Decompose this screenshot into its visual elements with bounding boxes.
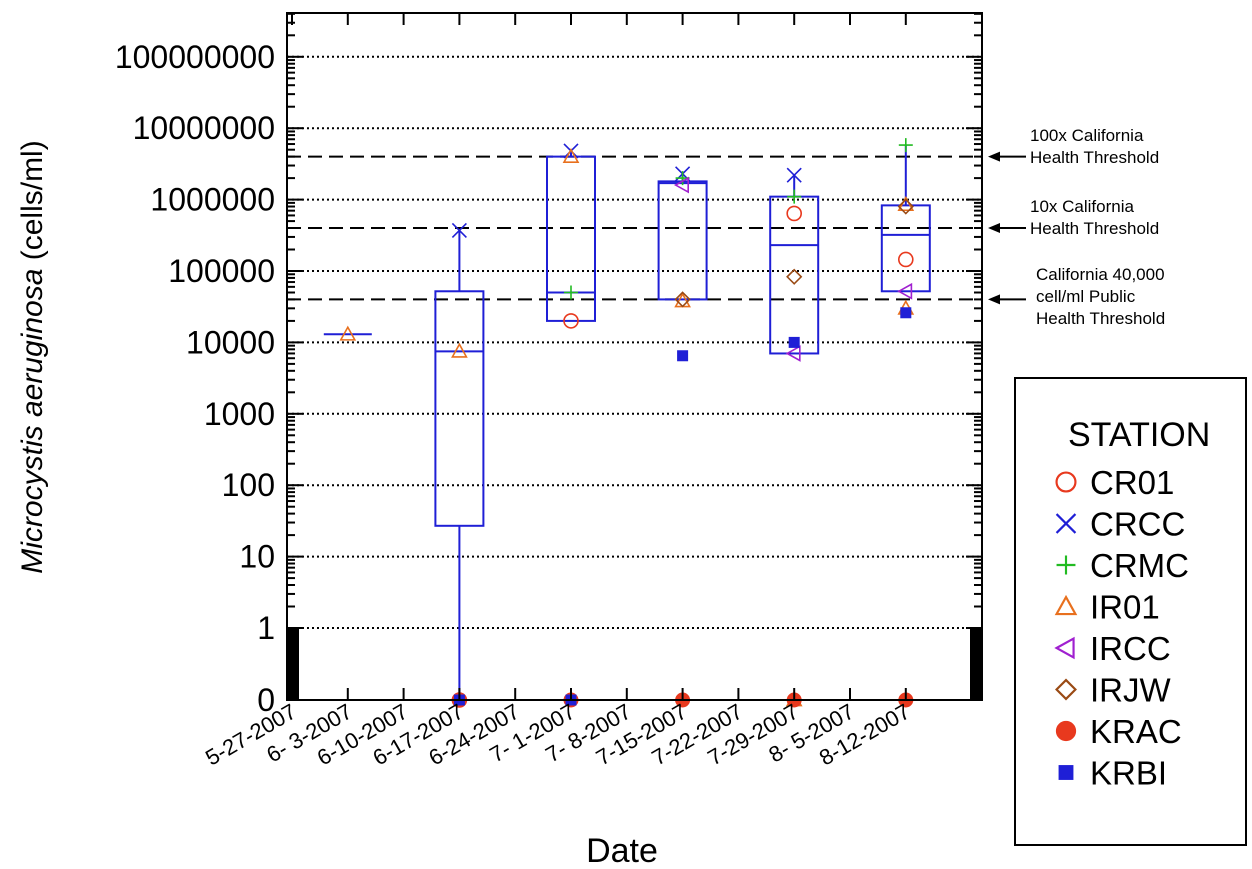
legend-label-krac: KRAC <box>1090 713 1182 750</box>
legend-marker-cr01 <box>1055 471 1077 493</box>
threshold-labels: 100x California Health Threshold 10x Calif… <box>988 126 1165 328</box>
legend: STATION CR01 CRCC CRMC IR01 IRCC IRJW KRAC KRBI <box>1014 377 1247 846</box>
legend-label-krbi: KRBI <box>1090 755 1167 792</box>
data-point-crmc <box>787 189 802 204</box>
legend-marker-krbi <box>1058 765 1074 780</box>
plot-area-frame <box>286 12 983 701</box>
y-tick-label: 1000 <box>204 396 275 432</box>
legend-label-ircc: IRCC <box>1090 630 1171 667</box>
y-axis-label: Microcystis aeruginosa (cells/ml) <box>16 140 49 573</box>
threshold-label-line: California 40,000 <box>1036 265 1165 284</box>
axes: 0 1 10 100 1000 10000 100000 1000000 10000000 100… <box>115 12 982 770</box>
x-axis-label: Date <box>586 832 658 869</box>
y-tick-label: 100 <box>222 467 275 503</box>
data-point-ir01 <box>451 342 468 358</box>
threshold-label-line: Health Threshold <box>1030 148 1159 167</box>
y-tick-label: 10 <box>239 539 275 575</box>
y-tick-label: 10000 <box>186 324 275 360</box>
legend-items: CR01 CRCC CRMC IR01 IRCC IRJW KRAC KRBI <box>1054 464 1189 792</box>
threshold-label-line: Health Threshold <box>1030 219 1159 238</box>
legend-label-cr01: CR01 <box>1090 464 1174 501</box>
axis-labels: Date Microcystis aeruginosa (cells/ml) <box>16 140 658 869</box>
data-point-ircc <box>897 282 913 300</box>
legend-marker-crmc <box>1056 555 1076 575</box>
y-tick-label: 10000000 <box>133 110 275 146</box>
data-point-crcc <box>451 222 467 238</box>
data-point-ir01 <box>562 147 580 164</box>
y-axis-label-species: Microcystis aeruginosa <box>16 269 49 574</box>
data-point-cr01 <box>563 313 579 329</box>
data-points <box>339 138 915 708</box>
y-axis-break-left <box>287 628 299 700</box>
threshold-label-line: Health Threshold <box>1036 309 1165 328</box>
legend-marker-krac <box>1055 720 1077 742</box>
threshold-arrow-head <box>988 151 1000 162</box>
data-point-crmc <box>564 285 578 300</box>
legend-marker-crcc <box>1055 513 1077 534</box>
data-point-crmc <box>898 138 913 153</box>
box-iqr <box>434 290 485 527</box>
data-point-ir01 <box>339 325 357 341</box>
data-point-crcc <box>786 167 802 183</box>
legend-label-ir01: IR01 <box>1090 589 1160 626</box>
threshold-label-line: 100x California <box>1030 126 1144 145</box>
legend-label-crmc: CRMC <box>1090 547 1189 584</box>
data-point-krbi <box>788 336 800 348</box>
data-point-krbi <box>900 307 912 319</box>
legend-title: STATION <box>1068 416 1210 454</box>
data-point-ircc <box>785 345 801 362</box>
legend-marker-ircc <box>1054 636 1075 660</box>
data-point-ircc <box>673 176 689 194</box>
legend-marker-ir01 <box>1054 594 1078 616</box>
legend-label-crcc: CRCC <box>1090 506 1185 543</box>
y-tick-label: 0 <box>257 682 275 718</box>
y-tick-label: 1000000 <box>150 182 275 218</box>
y-tick-label: 100000000 <box>115 39 275 75</box>
y-axis-label-units: (cells/ml) <box>16 140 49 268</box>
threshold-label-line: 10x California <box>1030 197 1134 216</box>
box-iqr <box>880 204 931 293</box>
threshold-arrow-head <box>988 294 1000 305</box>
threshold-lines <box>287 155 982 301</box>
grid-lines <box>287 55 982 629</box>
data-point-cr01 <box>897 251 914 268</box>
threshold-arrow-head <box>988 223 1000 234</box>
data-point-krbi <box>677 350 689 362</box>
data-point-cr01 <box>786 205 803 222</box>
legend-frame <box>1014 377 1247 846</box>
legend-label-irjw: IRJW <box>1090 672 1172 709</box>
y-tick-label: 1 <box>257 610 275 646</box>
legend-marker-irjw <box>1055 678 1077 701</box>
data-point-irjw <box>786 268 803 285</box>
data-point-irjw <box>674 291 691 308</box>
y-tick-label: 100000 <box>168 253 275 289</box>
box-iqr <box>546 155 596 322</box>
threshold-label-line: cell/ml Public <box>1036 287 1136 306</box>
y-axis-break-right <box>970 628 982 700</box>
data-point-irjw <box>897 198 914 215</box>
